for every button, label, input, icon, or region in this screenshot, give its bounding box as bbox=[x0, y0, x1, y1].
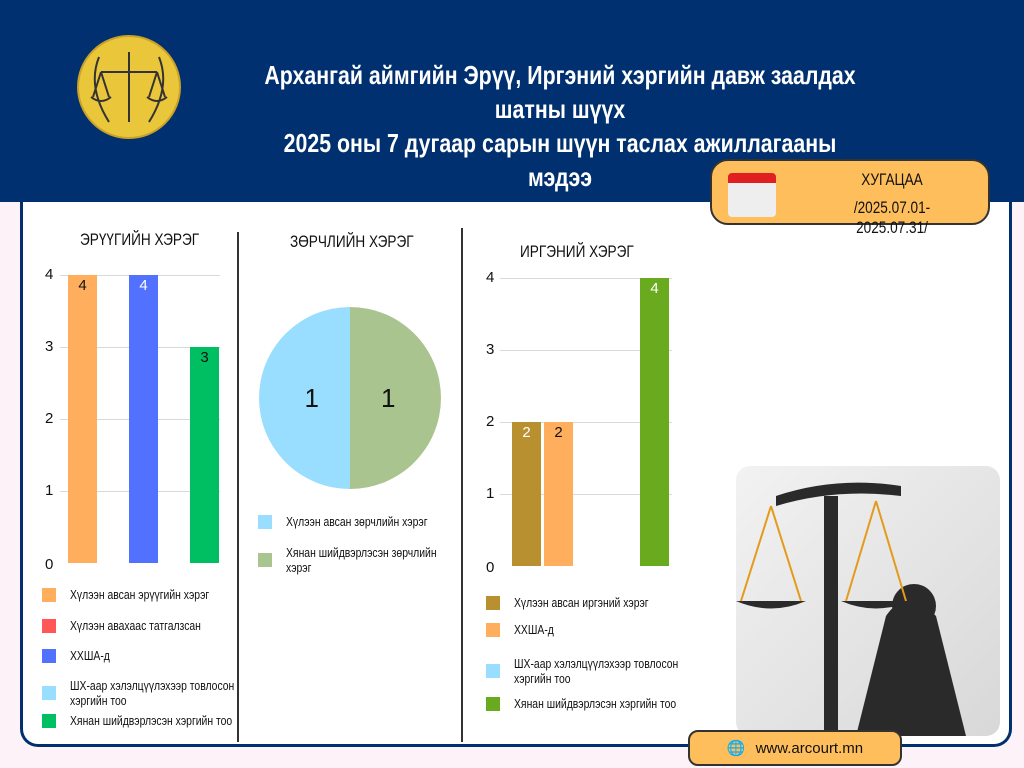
legend-label: Хүлээн авсан эрүүгийн хэрэг bbox=[70, 587, 210, 602]
y-tick-label: 1 bbox=[45, 482, 54, 499]
y-tick-label: 0 bbox=[486, 559, 495, 576]
legend-swatch bbox=[42, 648, 56, 663]
legend-item: Хянан шийдвэрлэсэн хэргийн тоо bbox=[42, 713, 300, 728]
website-text: www.arcourt.mn bbox=[755, 739, 864, 757]
bar-value-label: 2 bbox=[522, 424, 531, 441]
legend-label: Хянан шийдвэрлэсэн хэргийн тоо bbox=[70, 713, 233, 728]
y-tick-label: 2 bbox=[45, 410, 54, 427]
gridline bbox=[500, 350, 672, 351]
gridline bbox=[500, 278, 672, 279]
legend-swatch bbox=[42, 618, 56, 633]
legend-swatch bbox=[42, 587, 56, 602]
legend-item: Хүлээн авахаас татгалзсан bbox=[42, 618, 300, 633]
legend-label: Хүлээн авсан зөрчлийн хэрэг bbox=[286, 514, 428, 529]
bar: 2 bbox=[544, 422, 573, 566]
page-title: Архангай аймгийн Эрүү, Иргэний хэргийн д… bbox=[257, 58, 864, 194]
bar: 2 bbox=[512, 422, 541, 566]
y-tick-label: 4 bbox=[45, 266, 54, 283]
bar: 4 bbox=[640, 278, 669, 566]
legend-item: ШХ-аар хэлэлцүүлэхээр товлосон хэргийн т… bbox=[486, 656, 724, 686]
y-tick-label: 3 bbox=[486, 341, 495, 358]
legend-label: Хүлээн авсан иргэний хэрэг bbox=[514, 595, 649, 610]
y-tick-label: 2 bbox=[486, 413, 495, 430]
bar: 4 bbox=[68, 275, 97, 563]
bar-value-label: 4 bbox=[78, 277, 87, 294]
legend-swatch bbox=[42, 713, 56, 728]
bar-value-label: 2 bbox=[554, 424, 563, 441]
y-tick-label: 4 bbox=[486, 269, 495, 286]
period-badge: ХУГАЦАА /2025.07.01-2025.07.31/ bbox=[710, 159, 990, 237]
website-link[interactable]: 🌐 www.arcourt.mn bbox=[688, 730, 902, 766]
title-line-2: 2025 оны 7 дугаар сарын шүүн таслах ажил… bbox=[283, 128, 837, 192]
legend-label: ШХ-аар хэлэлцүүлэхээр товлосон хэргийн т… bbox=[514, 656, 679, 686]
legend-label: Хүлээн авахаас татгалзсан bbox=[70, 618, 201, 633]
header: Архангай аймгийн Эрүү, Иргэний хэргийн д… bbox=[0, 0, 1024, 202]
y-tick-label: 1 bbox=[486, 485, 495, 502]
period-range: /2025.07.01-2025.07.31/ bbox=[853, 198, 931, 237]
legend-label: ХХША-д bbox=[70, 648, 110, 663]
legend-swatch bbox=[486, 664, 500, 678]
legend-item: Хүлээн авсан иргэний хэрэг bbox=[486, 595, 724, 610]
divider bbox=[237, 232, 239, 742]
legend-swatch bbox=[42, 686, 56, 700]
legend-swatch bbox=[486, 595, 500, 610]
chart-title: ИРГЭНИЙ ХЭРЭГ bbox=[520, 242, 634, 261]
legend-label: ШХ-аар хэлэлцүүлэхээр товлосон хэргийн т… bbox=[70, 678, 235, 708]
pie-slice-label: 1 bbox=[305, 383, 319, 413]
court-emblem-logo bbox=[77, 35, 181, 139]
legend-item: Хянан шийдвэрлэсэн хэргийн тоо bbox=[486, 696, 724, 711]
bar-value-label: 4 bbox=[650, 280, 659, 297]
legend-item: ШХ-аар хэлэлцүүлэхээр товлосон хэргийн т… bbox=[42, 678, 300, 708]
chart-title: ЗӨРЧЛИЙН ХЭРЭГ bbox=[290, 232, 414, 251]
legend-swatch bbox=[486, 696, 500, 711]
gridline bbox=[500, 422, 672, 423]
calendar-icon bbox=[728, 173, 776, 217]
legend-item: ХХША-д bbox=[42, 648, 300, 663]
legend-item: Хүлээн авсан зөрчлийн хэрэг bbox=[258, 514, 496, 529]
legend-label: Хянан шийдвэрлэсэн хэргийн тоо bbox=[514, 696, 677, 711]
legend-item: Хүлээн авсан эрүүгийн хэрэг bbox=[42, 587, 300, 602]
legend-swatch bbox=[258, 553, 272, 567]
bar-value-label: 3 bbox=[200, 349, 209, 366]
y-tick-label: 3 bbox=[45, 338, 54, 355]
chart-title: ЭРҮҮГИЙН ХЭРЭГ bbox=[80, 230, 200, 249]
pie-slice-label: 1 bbox=[381, 383, 395, 413]
legend-swatch bbox=[258, 514, 272, 529]
pie-slice bbox=[259, 307, 350, 489]
legend-item: Хянан шийдвэрлэсэн зөрчлийн хэрэг bbox=[258, 545, 496, 575]
gridline bbox=[500, 494, 672, 495]
legend-label: ХХША-д bbox=[514, 622, 554, 637]
legend-swatch bbox=[486, 622, 500, 637]
pie-slice bbox=[350, 307, 441, 489]
divider bbox=[461, 228, 463, 742]
y-tick-label: 0 bbox=[45, 556, 54, 573]
lady-justice-photo bbox=[736, 466, 1000, 736]
bar: 4 bbox=[129, 275, 158, 563]
globe-icon: 🌐 bbox=[726, 740, 746, 757]
title-line-1: Архангай аймгийн Эрүү, Иргэний хэргийн д… bbox=[264, 60, 856, 124]
bar-value-label: 4 bbox=[139, 277, 148, 294]
legend-item: ХХША-д bbox=[486, 622, 724, 637]
period-label: ХУГАЦАА bbox=[861, 170, 923, 189]
bar: 3 bbox=[190, 347, 219, 563]
legend-label: Хянан шийдвэрлэсэн зөрчлийн хэрэг bbox=[286, 545, 437, 575]
